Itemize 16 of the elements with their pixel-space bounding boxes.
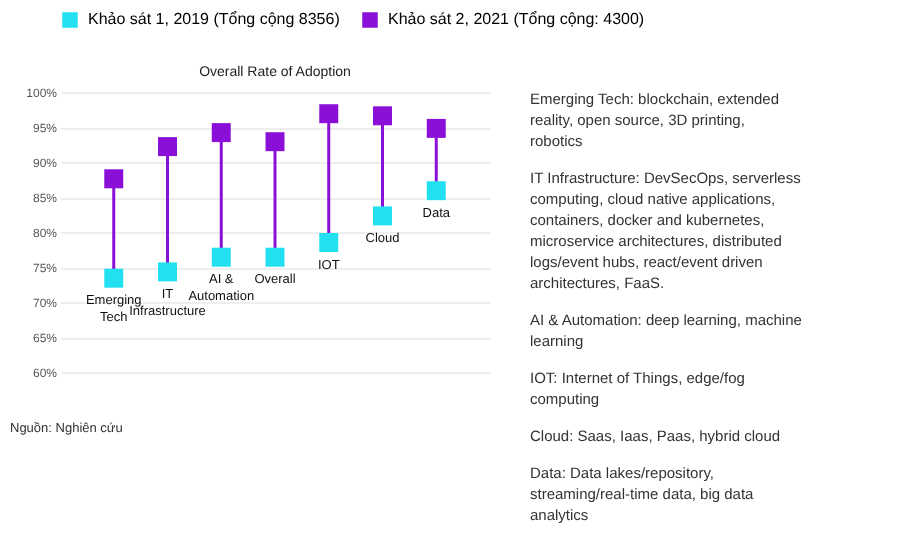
point: [319, 104, 339, 124]
point: [211, 123, 231, 143]
point: [265, 132, 285, 152]
legend-label: Khảo sát 2, 2021 (Tổng cộng: 4300): [388, 10, 645, 28]
point: [265, 247, 285, 267]
point: [104, 169, 124, 189]
point: [426, 181, 446, 201]
point: [373, 106, 392, 126]
point: [426, 118, 446, 138]
point: [211, 247, 231, 267]
point: [373, 206, 392, 226]
legend-label: Khảo sát 1, 2019 (Tổng cộng 8356): [88, 10, 341, 28]
point: [319, 233, 339, 252]
point: [158, 262, 177, 282]
point: [104, 268, 124, 288]
point: [158, 137, 177, 157]
